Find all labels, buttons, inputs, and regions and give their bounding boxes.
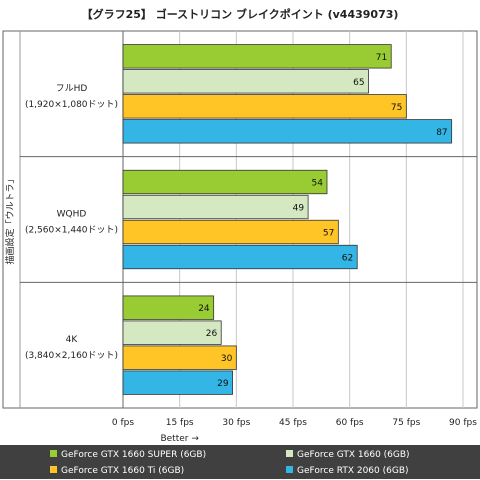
category-label: WQHD	[57, 210, 87, 220]
x-tick-label: 15 fps	[166, 418, 194, 428]
x-tick-label: 45 fps	[279, 418, 307, 428]
x-axis-title: Better →	[160, 434, 199, 444]
legend-label: GeForce GTX 1660 (6GB)	[297, 450, 410, 460]
category-sublabel: (1,920×1,080ドット)	[25, 100, 118, 110]
data-label: 29	[217, 379, 229, 389]
legend-background	[0, 445, 480, 479]
legend-label: GeForce GTX 1660 SUPER (6GB)	[61, 450, 206, 460]
bar	[122, 69, 369, 94]
legend-label: GeForce GTX 1660 Ti (6GB)	[61, 466, 184, 476]
x-tick-label: 30 fps	[222, 418, 250, 428]
legend-swatch	[50, 466, 57, 473]
bar	[122, 44, 392, 69]
data-label: 75	[391, 103, 402, 113]
category-sublabel: (3,840×2,160ドット)	[25, 351, 118, 361]
legend-swatch	[50, 450, 57, 457]
bar	[122, 345, 237, 370]
data-label: 30	[221, 354, 233, 364]
category-label: 4K	[66, 335, 79, 345]
x-tick-label: 0 fps	[112, 418, 134, 428]
legend-label: GeForce RTX 2060 (6GB)	[297, 466, 409, 476]
bar	[122, 370, 233, 395]
x-tick-label: 60 fps	[336, 418, 364, 428]
y-axis-title: 描画設定「ウルトラ」	[4, 174, 16, 264]
data-label: 65	[353, 78, 364, 88]
data-label: 62	[342, 254, 353, 264]
x-tick-label: 90 fps	[449, 418, 477, 428]
plot-frame	[2, 30, 478, 409]
bar	[122, 119, 453, 144]
legend-swatch	[286, 450, 293, 457]
data-label: 26	[206, 329, 218, 339]
data-label: 24	[198, 304, 210, 314]
category-label: フルHD	[56, 84, 88, 94]
bar	[122, 244, 358, 270]
bar	[122, 219, 339, 245]
bar	[122, 194, 309, 220]
x-tick-label: 75 fps	[392, 418, 420, 428]
bar	[122, 295, 215, 320]
category-sublabel: (2,560×1,440ドット)	[25, 226, 118, 236]
data-label: 87	[436, 128, 447, 138]
data-label: 71	[376, 53, 387, 63]
bar	[122, 94, 407, 119]
data-label: 49	[293, 204, 305, 214]
data-label: 57	[323, 229, 334, 239]
bar	[122, 169, 328, 195]
data-label: 54	[312, 179, 324, 189]
chart-title: 【グラフ25】 ゴーストリコン ブレイクポイント (v4439073)	[82, 7, 399, 21]
legend-swatch	[286, 466, 293, 473]
bar	[122, 320, 222, 345]
